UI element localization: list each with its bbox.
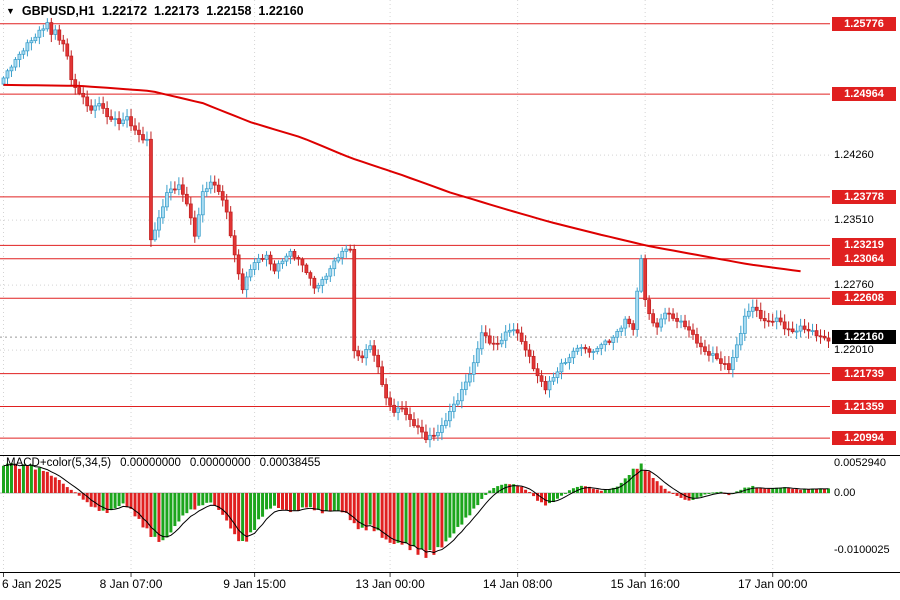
macd-indicator-header: MACD+color(5,34,5) 0.00000000 0.00000000… — [6, 457, 320, 469]
chart-header: ▼ GBPUSD,H1 1.22172 1.22173 1.22158 1.22… — [6, 4, 304, 18]
sr-lines-layer — [0, 23, 830, 439]
price-level-label: 1.25776 — [832, 16, 896, 31]
ohlc-low: 1.22158 — [206, 4, 252, 18]
time-axis-label: 15 Jan 16:00 — [610, 577, 680, 591]
symbol-dropdown-icon[interactable]: ▼ — [6, 6, 15, 16]
macd-value-1: 0.00000000 — [120, 457, 181, 469]
grid-layer — [0, 0, 830, 572]
time-axis-label: 8 Jan 07:00 — [99, 577, 163, 591]
macd-signal-line — [3, 463, 829, 554]
time-axis-label: 13 Jan 00:00 — [355, 577, 425, 591]
price-axis-label: 1.24260 — [834, 149, 874, 162]
current-price-label: 1.22160 — [832, 330, 896, 345]
price-level-label: 1.24964 — [832, 87, 896, 102]
price-axis-label: 1.22760 — [834, 279, 874, 292]
symbol-period-label: GBPUSD,H1 — [21, 4, 95, 18]
price-level-label: 1.22608 — [832, 291, 896, 306]
price-level-label: 1.21359 — [832, 399, 896, 414]
price-axis-label: 1.23510 — [834, 214, 874, 227]
price-level-label: 1.23219 — [832, 238, 896, 253]
candles-layer — [1, 17, 831, 448]
ma-line — [3, 83, 801, 273]
macd-layer — [0, 463, 830, 558]
price-level-label: 1.23064 — [832, 251, 896, 266]
time-axis-label: 17 Jan 00:00 — [737, 577, 808, 591]
time-axis-label: 9 Jan 15:00 — [223, 577, 286, 591]
time-axis-label: 6 Jan 2025 — [2, 577, 62, 591]
macd-axis-label: -0.0100025 — [834, 543, 890, 556]
time-axis-label: 14 Jan 08:00 — [482, 577, 553, 591]
macd-value-2: 0.00000000 — [189, 457, 251, 469]
price-level-label: 1.23778 — [832, 189, 896, 204]
macd-indicator-name: MACD+color(5,34,5) — [6, 457, 112, 469]
macd-value-3: 0.00038455 — [259, 457, 321, 469]
price-level-label: 1.21739 — [832, 366, 896, 381]
price-axis-label: 1.22010 — [834, 344, 874, 357]
ohlc-open: 1.22172 — [101, 4, 148, 18]
macd-axis-label: 0.00 — [834, 487, 856, 499]
ohlc-high: 1.22173 — [154, 4, 200, 18]
price-level-label: 1.20994 — [832, 431, 896, 446]
macd-axis-label: 0.0052940 — [834, 456, 886, 469]
ohlc-close: 1.22160 — [258, 4, 304, 18]
